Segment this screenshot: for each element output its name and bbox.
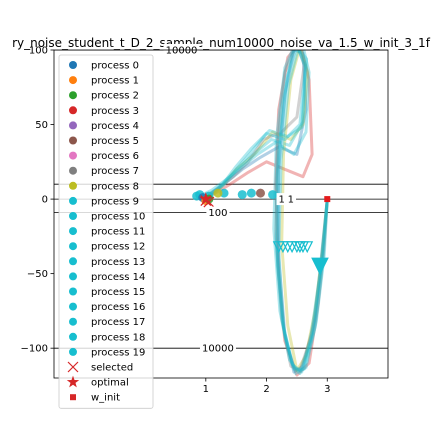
w-init-marker [324,196,330,202]
chart-title: ry_noise_student_t_D_2_sample_num10000_n… [12,36,431,50]
legend-label: process 15 [91,287,145,298]
legend-marker [69,242,77,250]
legend-marker [69,197,77,205]
process-point [247,189,256,198]
legend-label: w_init [91,393,120,404]
contour-label: 100 [208,208,227,219]
legend-marker [69,303,77,311]
legend-label: process 14 [91,272,145,283]
legend-marker [69,182,77,190]
process-point [213,189,222,198]
x-tick-label: 2 [263,384,269,395]
process-point [256,189,265,198]
contour-label: 1 [288,195,294,206]
legend-label: process 0 [91,61,139,72]
contour-label: 10000 [202,344,234,355]
legend-label: process 1 [91,76,139,87]
legend-label: process 4 [91,121,139,132]
legend-label: selected [91,363,133,374]
legend-marker [69,348,77,356]
x-tick-label: 1 [203,384,209,395]
legend-label: process 10 [91,212,145,223]
legend: process 0 process 1 process 2 process 3 proc… [59,55,153,408]
legend-label: process 7 [91,166,139,177]
legend-marker [69,91,77,99]
legend-marker [69,288,77,296]
legend-marker [69,272,77,280]
legend-label: process 3 [91,106,139,117]
legend-label: process 18 [91,332,145,343]
legend-label: process 16 [91,302,145,313]
legend-marker [69,106,77,114]
legend-marker [69,257,77,265]
y-tick-label: −100 [21,344,48,355]
process-point [238,190,247,199]
x-axis: 1 2 3 [203,378,331,395]
legend-marker [69,137,77,145]
legend-label: process 2 [91,91,139,102]
legend-marker [69,61,77,69]
legend-label: process 6 [91,151,139,162]
legend-marker [69,152,77,160]
legend-label: process 8 [91,181,139,192]
y-axis: −100 −50 0 50 100 [21,46,54,355]
legend-marker [70,394,76,400]
legend-label: process 5 [91,136,139,147]
legend-marker [69,76,77,84]
contour-label: 10000 [166,46,198,57]
legend-label: process 11 [91,227,145,238]
legend-marker [69,121,77,129]
process-point [268,190,277,199]
legend-label: process 13 [91,257,145,268]
y-tick-label: 0 [42,195,48,206]
legend-label: process 12 [91,242,145,253]
legend-marker [69,212,77,220]
legend-label: process 17 [91,317,145,328]
legend-marker [69,318,77,326]
y-tick-label: 50 [35,120,48,131]
legend-marker [69,227,77,235]
legend-label: process 19 [91,347,145,358]
legend-marker [69,167,77,175]
contour-label: 1 [279,195,285,206]
x-tick-label: 3 [324,384,330,395]
legend-marker [69,333,77,341]
legend-label: optimal [91,378,129,389]
y-tick-label: 100 [29,46,48,57]
legend-label: process 9 [91,196,139,207]
y-tick-label: −50 [27,269,48,280]
